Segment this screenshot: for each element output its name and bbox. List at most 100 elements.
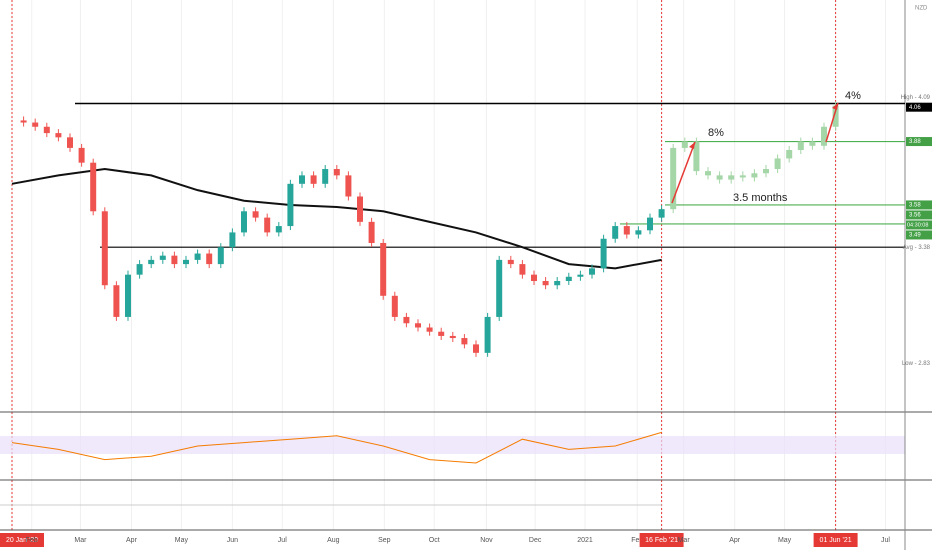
candle [739, 175, 746, 178]
candle [206, 253, 213, 265]
price-box [906, 137, 932, 147]
candle [554, 281, 561, 286]
annotation: 8% [708, 127, 724, 139]
x-tick-label: 01 Jun '21 [820, 537, 852, 544]
candle [32, 122, 39, 127]
candle [322, 169, 329, 184]
candle [426, 327, 433, 332]
candle [473, 344, 479, 353]
candle [275, 226, 282, 233]
x-tick-label: Feb [631, 537, 643, 544]
x-tick-label: Apr [126, 537, 138, 544]
x-tick-label: Mar [678, 537, 691, 544]
candle [415, 323, 421, 328]
countdown: 04:30:08 [907, 222, 928, 228]
price-label: 3.58 [909, 203, 921, 209]
x-tick-label: Dec [529, 537, 542, 544]
x-tick-label: Mar [74, 537, 87, 544]
candle [531, 274, 537, 282]
candle [461, 338, 468, 345]
candle [229, 232, 236, 248]
candle [264, 217, 271, 233]
price-box [906, 210, 932, 220]
candle [310, 175, 317, 184]
candle [763, 169, 769, 174]
x-tick-label: 16 Feb '21 [645, 537, 678, 544]
candle [55, 133, 62, 138]
candle [658, 209, 665, 218]
x-tick-label: Nov [480, 537, 493, 544]
price-label: 3.88 [909, 139, 921, 145]
x-tick-label: May [175, 537, 189, 544]
marks [11, 101, 905, 464]
candle [589, 268, 595, 275]
candle [449, 335, 456, 339]
candle [357, 196, 363, 222]
candle [705, 171, 711, 176]
candle [612, 226, 619, 239]
x-tick-label: 20 Jan '20 [6, 537, 38, 544]
x-tick-label: Aug [327, 537, 340, 544]
x-tick-label: Jul [278, 537, 287, 544]
candle [542, 281, 549, 286]
candle [507, 259, 514, 265]
candle [681, 141, 688, 148]
candle [774, 158, 781, 170]
candle [101, 211, 108, 286]
candle [136, 264, 143, 275]
price-label: Avg - 3.38 [903, 245, 931, 251]
x-tick-label: 2021 [577, 537, 593, 544]
candle [577, 274, 584, 277]
candle [751, 173, 758, 178]
candle [241, 211, 247, 233]
date-box [0, 533, 44, 547]
candle [716, 175, 723, 180]
arrow-head [832, 103, 838, 110]
price-label: 3.49 [909, 233, 921, 239]
candle [438, 331, 445, 336]
candle [821, 126, 827, 146]
x-tick-label: Apr [729, 537, 741, 544]
candle [670, 147, 677, 210]
candle [299, 175, 305, 184]
x-tick-label: Jun [227, 537, 238, 544]
candle [43, 126, 50, 134]
candle [600, 238, 607, 269]
candle [333, 169, 340, 176]
price-label: 4.06 [909, 105, 921, 111]
price-box [906, 200, 932, 210]
rsi-band [0, 436, 905, 454]
x-tick-label: May [778, 537, 792, 544]
candle [194, 253, 201, 260]
candle [345, 175, 352, 197]
candle [496, 259, 503, 317]
date-box [813, 533, 858, 547]
rsi-line [11, 431, 662, 464]
annotation: 4% [845, 90, 861, 102]
candle [183, 259, 189, 265]
price-label: High - 4.09 [901, 95, 931, 101]
candle [78, 147, 85, 163]
candle [809, 141, 816, 146]
candle [565, 276, 572, 282]
candle [797, 141, 804, 151]
date-box [639, 533, 684, 547]
price-label: Low - 2.83 [902, 361, 931, 367]
candle [786, 150, 793, 159]
candle [90, 162, 97, 212]
candle [403, 316, 410, 324]
candle [67, 137, 73, 148]
candle [647, 217, 653, 231]
arrow [671, 141, 696, 204]
candle [635, 230, 642, 235]
annotation: 3.5 months [733, 192, 788, 204]
countdown-box [906, 220, 932, 230]
price-label: 3.56 [909, 213, 921, 219]
currency: NZD [915, 6, 928, 12]
candle [171, 255, 178, 265]
x-tick-label: Feb [26, 537, 38, 544]
candle [832, 105, 839, 127]
